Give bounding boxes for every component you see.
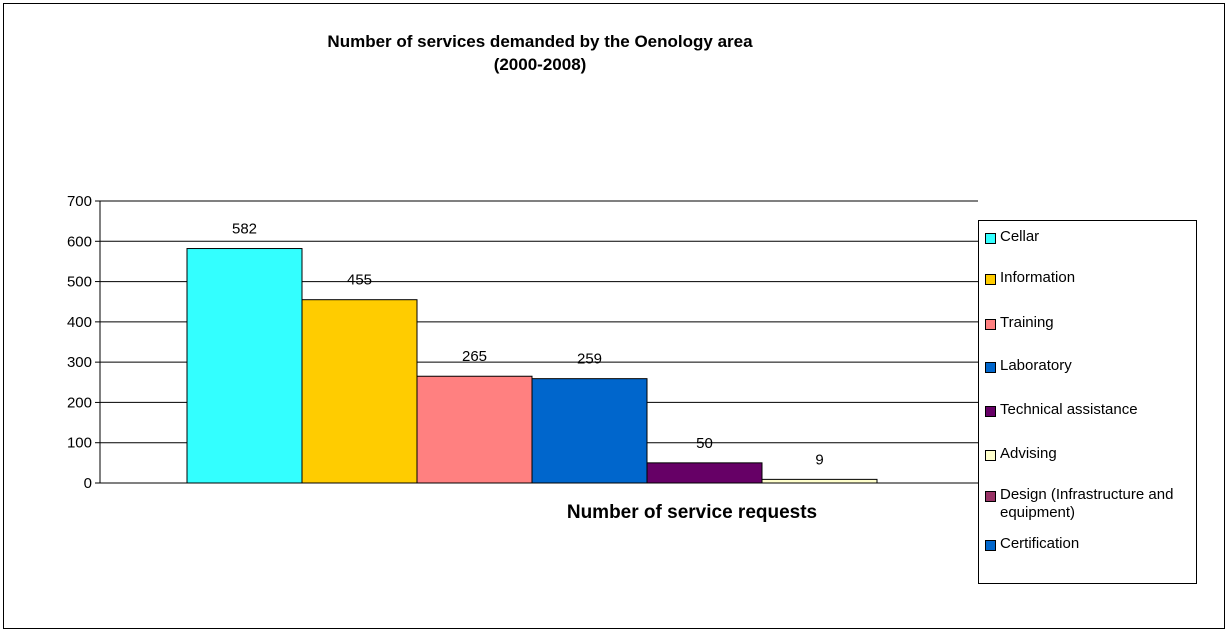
y-tick-label: 200 [67, 394, 92, 411]
legend-swatch [985, 362, 996, 373]
x-axis-label: Number of service requests [567, 502, 817, 523]
legend-swatch [985, 274, 996, 285]
y-tick-label: 500 [67, 274, 92, 291]
legend-label: Laboratory [1000, 357, 1072, 374]
legend-swatch [985, 406, 996, 417]
legend-label: Training [1000, 314, 1054, 331]
legend-item: Certification [985, 535, 1195, 553]
chart-subtitle: (2000-2008) [493, 55, 587, 74]
bar-cellar [186, 248, 303, 484]
bar-training [416, 375, 533, 484]
data-label: 9 [815, 451, 823, 468]
data-label: 259 [577, 351, 602, 368]
chart-title: Number of services demanded by the Oenol… [327, 32, 753, 51]
bar-information [301, 299, 418, 484]
legend-swatch [985, 491, 996, 502]
legend-item: Laboratory [985, 357, 1195, 375]
y-tick-label: 600 [67, 233, 92, 250]
legend-label: Information [1000, 269, 1076, 286]
y-tick-label: 0 [84, 475, 92, 492]
data-label: 50 [696, 435, 713, 452]
y-tick-label: 700 [67, 193, 92, 210]
legend-label: Cellar [1000, 228, 1040, 245]
legend-swatch [985, 319, 996, 330]
legend-swatch [985, 540, 996, 551]
data-label: 265 [462, 348, 487, 365]
legend-item: Advising [985, 445, 1195, 463]
legend-item: Design (Infrastructure and equipment) [985, 486, 1195, 522]
legend-label: Certification [1000, 535, 1080, 552]
legend-swatch [985, 450, 996, 461]
bar-technical-assistance [646, 462, 763, 484]
legend-label: Advising [1000, 445, 1057, 462]
data-label: 455 [347, 272, 372, 289]
legend-label: Design (Infrastructure and equipment) [1000, 486, 1174, 521]
bar-advising [761, 478, 878, 484]
y-tick-label: 100 [67, 435, 92, 452]
legend-item: Training [985, 314, 1195, 332]
legend-item: Information [985, 269, 1195, 287]
data-label: 582 [232, 221, 257, 238]
legend-item: Technical assistance [985, 401, 1195, 419]
legend-swatch [985, 233, 996, 244]
y-tick-label: 400 [67, 314, 92, 331]
legend-item: Cellar [985, 228, 1195, 246]
y-tick-label: 300 [67, 354, 92, 371]
legend-label: Technical assistance [1000, 401, 1138, 418]
bar-laboratory [531, 378, 648, 484]
chart-legend: Cellar Information Training Laboratory Techn… [978, 220, 1197, 584]
